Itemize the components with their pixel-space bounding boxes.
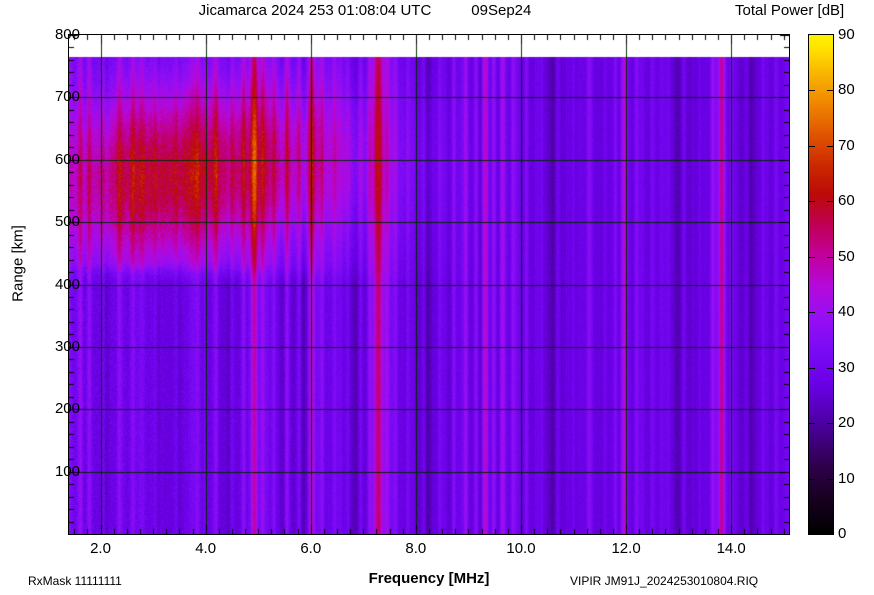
colorbar-title: Total Power [dB] [735, 2, 845, 19]
file-id-annotation: VIPIR JM91J_2024253010804.RIQ [570, 574, 759, 588]
colorbar-tick [827, 146, 833, 147]
y-axis-tick-label: 200 [54, 400, 80, 418]
colorbar-tick [827, 201, 833, 202]
x-axis-tick-label: 12.0 [611, 540, 641, 557]
y-axis-tick-label: 600 [54, 150, 80, 168]
colorbar-tick [809, 201, 815, 202]
colorbar-tick-label: 0 [838, 525, 847, 542]
colorbar-tick-label: 50 [838, 247, 855, 265]
colorbar-tick [827, 312, 833, 313]
spectrogram-canvas[interactable] [69, 35, 789, 534]
x-axis-tick-label: 4.0 [195, 540, 217, 557]
colorbar-tick-label: 40 [838, 303, 855, 321]
colorbar-tick [809, 368, 815, 369]
y-axis-tick-label: 700 [54, 88, 80, 106]
y-axis-tick-label: 500 [54, 213, 80, 231]
x-axis-tick-label: 10.0 [506, 540, 536, 557]
x-axis-label: Frequency [MHz] [368, 570, 490, 587]
chart-title: Jicamarca 2024 253 01:08:04 UTC 09Sep24 [0, 2, 730, 19]
colorbar-tick [809, 146, 815, 147]
y-axis-tick-label: 400 [54, 275, 80, 293]
colorbar-tick-label: 90 [838, 26, 855, 43]
colorbar-tick [809, 257, 815, 258]
colorbar-tick-label: 10 [838, 469, 855, 487]
colorbar-tick-label: 70 [838, 136, 855, 154]
chart-title-date: 09Sep24 [471, 2, 532, 19]
spectrogram-plot-area[interactable] [68, 34, 790, 535]
colorbar-tick [827, 90, 833, 91]
y-axis-tick-label: 300 [54, 337, 80, 355]
colorbar[interactable] [808, 34, 834, 535]
colorbar-tick [809, 90, 815, 91]
y-axis-tick-label: 800 [54, 26, 80, 43]
y-axis-tick-label: 100 [54, 462, 80, 480]
colorbar-tick-label: 60 [838, 192, 855, 210]
x-axis-tick-label: 8.0 [405, 540, 427, 557]
colorbar-tick [809, 423, 815, 424]
colorbar-canvas [809, 35, 833, 534]
chart-title-main: Jicamarca 2024 253 01:08:04 UTC [198, 2, 432, 19]
colorbar-tick-label: 30 [838, 358, 855, 376]
x-axis-tick-label: 14.0 [716, 540, 746, 557]
colorbar-tick-label: 20 [838, 414, 855, 432]
colorbar-tick [827, 479, 833, 480]
colorbar-tick [809, 479, 815, 480]
colorbar-tick [809, 312, 815, 313]
colorbar-tick [827, 257, 833, 258]
colorbar-tick [827, 368, 833, 369]
x-axis-tick-label: 6.0 [300, 540, 322, 557]
colorbar-tick-label: 80 [838, 81, 855, 99]
x-axis-tick-label: 2.0 [90, 540, 111, 557]
rxmask-annotation: RxMask 11111111 [28, 574, 122, 588]
colorbar-tick [827, 423, 833, 424]
